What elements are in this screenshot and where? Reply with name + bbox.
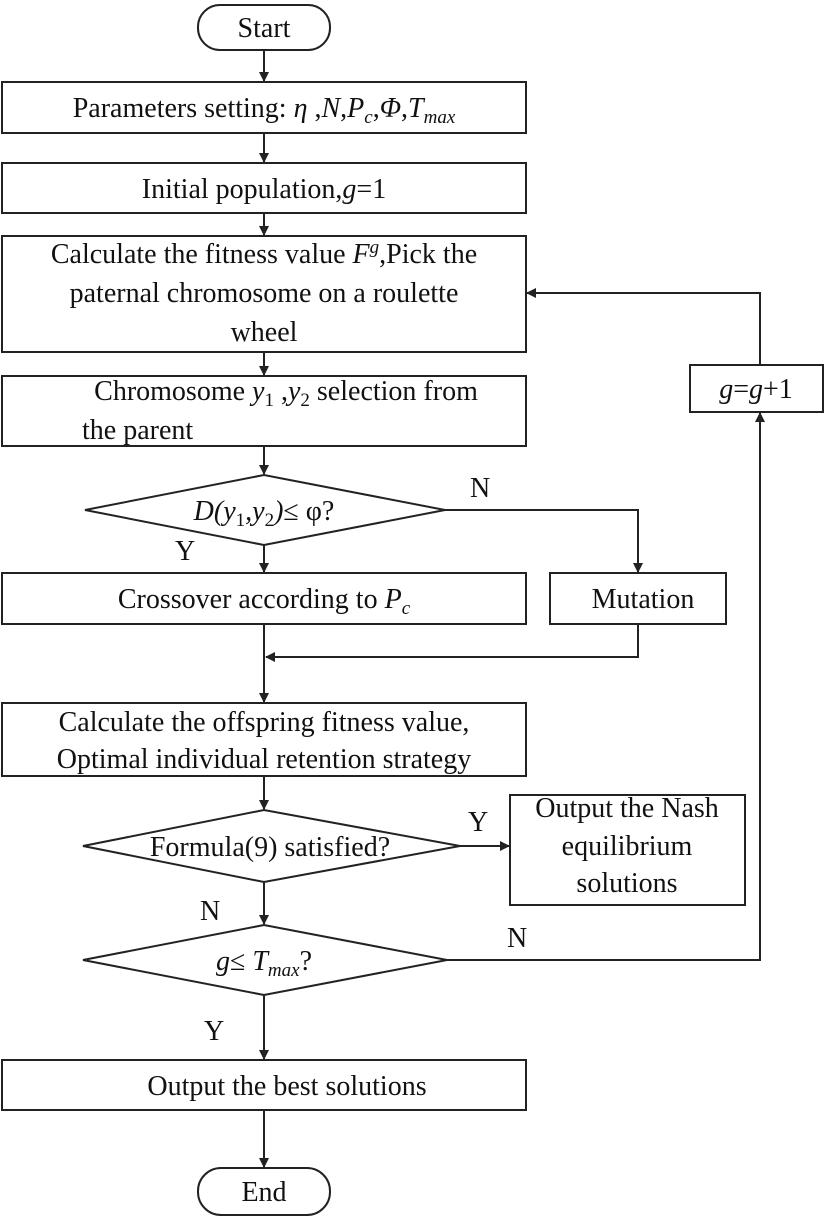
label-d1-yes: Y [175,536,195,567]
label-d3-no: N [507,923,527,954]
nash-output-box: Output the Nash equilibrium solutions [509,793,746,906]
fitness-line2: paternal chromosome on a roulette [70,278,459,309]
start-terminal: Start [197,4,331,51]
label-d3-yes: Y [204,1016,224,1047]
crossover-label: Crossover according to Pc [118,584,411,619]
connectors [259,50,765,1168]
mutation-box: Mutation [549,572,727,625]
chromosome-selection-box: Chromosome y1 ,y2 selection from the par… [1,375,527,447]
best-output-label: Output the best solutions [147,1071,426,1102]
label-d2-no: N [200,896,220,927]
parameters-label: Parameters setting: η ,N,Pc,Φ,Tmax [73,93,456,128]
parameters-setting-box: Parameters setting: η ,N,Pc,Φ,Tmax [1,81,527,134]
arrow-increment-fitness [526,288,761,365]
chromosome-line2: the parent [82,415,193,446]
decision-distance-label: D(y1,y2)≤ φ? [193,496,335,531]
best-output-box: Output the best solutions [1,1059,527,1111]
offspring-box: Calculate the offspring fitness value, O… [1,702,527,777]
end-terminal: End [197,1167,331,1216]
end-label: End [241,1177,286,1208]
nash-line3: solutions [576,868,677,899]
decision-formula: Formula(9) satisfied? [82,808,461,884]
fitness-box: Calculate the fitness value Fg,Pick the … [1,235,527,353]
start-label: Start [238,13,291,44]
mutation-label: Mutation [592,584,695,615]
crossover-box: Crossover according to Pc [1,572,527,625]
increment-box: g=g+1 [689,364,824,413]
initial-population-box: Initial population,g=1 [1,162,527,214]
chromosome-line1: Chromosome y1 ,y2 selection from [94,376,478,411]
nash-line2: equilibrium [562,831,693,862]
nash-line1: Output the Nash [535,793,719,824]
arrow-decision1-mutation [445,509,643,573]
decision-generation-label: g≤ Tmax? [216,946,312,981]
label-d2-yes: Y [468,807,488,838]
arrow-mutation-merge [265,624,639,662]
arrow-decision3-increment [447,412,765,961]
initial-population-label: Initial population,g=1 [142,174,386,205]
increment-label: g=g+1 [719,374,793,405]
offspring-line1: Calculate the offspring fitness value, [59,707,470,738]
label-d1-no: N [470,473,490,504]
decision-generation: g≤ Tmax? [82,923,448,997]
fitness-line1: Calculate the fitness value Fg,Pick the [51,237,477,270]
decision-distance: D(y1,y2)≤ φ? [84,473,446,547]
decision-formula-label: Formula(9) satisfied? [150,832,390,863]
offspring-line2: Optimal individual retention strategy [57,744,471,775]
fitness-line3: wheel [231,317,298,348]
